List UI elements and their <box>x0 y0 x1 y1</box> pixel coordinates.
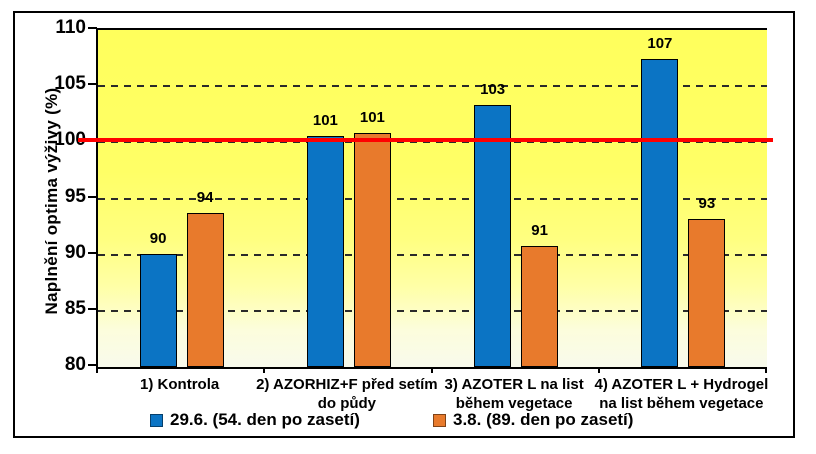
y-tick-label-95: 95 <box>64 185 86 207</box>
bar-series1-cat1 <box>139 253 177 367</box>
reference-line-100 <box>78 138 773 143</box>
value-label-series2-cat3: 91 <box>531 221 548 239</box>
y-tick-label-80: 80 <box>64 354 86 375</box>
bar-series1-cat4 <box>641 59 679 367</box>
x-tick-mark-1 <box>263 367 266 373</box>
y-tick-mark-85 <box>88 307 97 310</box>
value-label-series2-cat2: 101 <box>359 109 385 127</box>
value-label-series1-cat2: 101 <box>312 111 338 129</box>
x-category-label-3: 3) AZOTER L na list během vegetace <box>444 376 584 412</box>
bar-series2-cat2 <box>353 133 391 367</box>
bar-series2-cat1 <box>186 213 224 367</box>
y-tick-mark-90 <box>88 251 97 254</box>
x-tick-mark-4 <box>765 367 767 373</box>
value-label-series1-cat3: 103 <box>480 81 506 99</box>
bar-series2-cat4 <box>688 218 726 367</box>
y-tick-mark-80 <box>88 364 97 366</box>
bar-series1-cat2 <box>306 135 344 367</box>
value-label-series2-cat1: 94 <box>196 189 214 207</box>
value-label-series2-cat4: 93 <box>698 194 716 212</box>
x-tick-mark-0 <box>96 367 98 373</box>
y-tick-mark-95 <box>88 195 97 198</box>
gridline-85 <box>98 309 767 312</box>
y-tick-label-85: 85 <box>64 297 86 319</box>
chart-figure: Naplnění optima výživy (%) 90 101 103 107 94… <box>13 11 795 438</box>
legend-marker-orange <box>433 413 446 427</box>
legend-label-series2: 3.8. (89. den po zasetí) <box>453 410 634 429</box>
gridline-100 <box>98 141 767 144</box>
y-tick-label-100: 100 <box>54 129 86 151</box>
y-tick-mark-105 <box>88 83 97 86</box>
gridline-95 <box>98 197 767 200</box>
plot-area: 90 101 103 107 94 101 91 93 <box>96 28 767 369</box>
legend-label-series1: 29.6. (54. den po zasetí) <box>170 410 360 429</box>
gridline-90 <box>98 253 767 256</box>
legend-item-series2: 3.8. (89. den po zasetí) <box>433 410 633 430</box>
x-tick-mark-3 <box>597 367 600 373</box>
y-tick-label-105: 105 <box>54 73 86 95</box>
x-category-label-2: 2) AZORHIZ+F před setím do půdy <box>256 376 438 412</box>
legend-marker-blue <box>150 413 163 427</box>
legend-item-series1: 29.6. (54. den po zasetí) <box>150 410 360 430</box>
y-tick-label-90: 90 <box>64 241 86 263</box>
x-tick-mark-2 <box>430 367 433 373</box>
value-label-series1-cat4: 107 <box>647 35 673 53</box>
bar-series2-cat3 <box>521 245 559 367</box>
x-category-label-1: 1) Kontrola <box>140 376 220 393</box>
bar-series1-cat3 <box>474 105 512 367</box>
value-label-series1-cat1: 90 <box>149 229 167 247</box>
y-tick-mark-110 <box>88 27 97 29</box>
gridline-105 <box>98 85 767 88</box>
x-category-label-4: 4) AZOTER L + Hydrogel na list během veg… <box>594 376 769 412</box>
y-tick-label-110: 110 <box>55 17 86 38</box>
